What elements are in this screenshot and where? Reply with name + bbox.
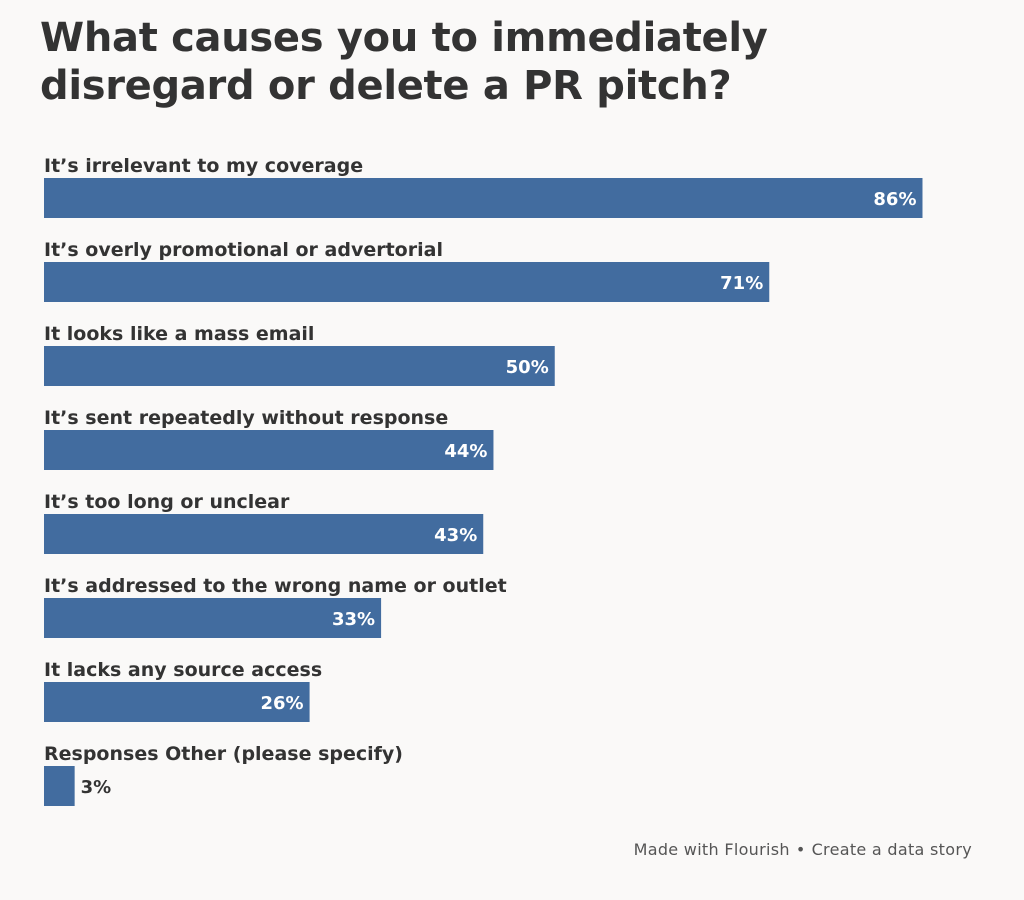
category-label: Responses Other (please specify) [44, 743, 403, 765]
bar[interactable] [44, 346, 555, 386]
value-label: 71% [720, 273, 763, 294]
bar[interactable] [44, 178, 923, 218]
category-label: It’s too long or unclear [44, 491, 290, 513]
bar[interactable] [44, 514, 484, 554]
category-label: It’s irrelevant to my coverage [44, 155, 363, 177]
bar[interactable] [44, 682, 310, 722]
value-label: 26% [260, 693, 303, 714]
chart-title: What causes you to immediately disregard… [40, 15, 768, 109]
value-label: 43% [434, 525, 477, 546]
footer-separator: • [795, 840, 806, 859]
value-label: 33% [332, 609, 375, 630]
category-label: It looks like a mass email [44, 323, 314, 345]
footer: Made with Flourish • Create a data story [634, 840, 972, 859]
value-label: 44% [444, 441, 487, 462]
bar-chart: It’s irrelevant to my coverage 86% It’s ov… [44, 155, 923, 806]
value-label: 3% [81, 777, 112, 798]
made-with-flourish-link[interactable]: Made with Flourish [633, 840, 790, 859]
category-label: It’s overly promotional or advertorial [44, 239, 443, 261]
bar[interactable] [44, 262, 770, 302]
category-label: It lacks any source access [44, 659, 322, 681]
value-label: 50% [506, 357, 549, 378]
bar[interactable] [44, 766, 75, 806]
category-label: It’s addressed to the wrong name or outl… [44, 575, 507, 597]
bar[interactable] [44, 430, 494, 470]
value-label: 86% [873, 189, 916, 210]
create-data-story-link[interactable]: Create a data story [811, 840, 972, 859]
category-label: It’s sent repeatedly without response [44, 407, 448, 429]
bar[interactable] [44, 598, 382, 638]
